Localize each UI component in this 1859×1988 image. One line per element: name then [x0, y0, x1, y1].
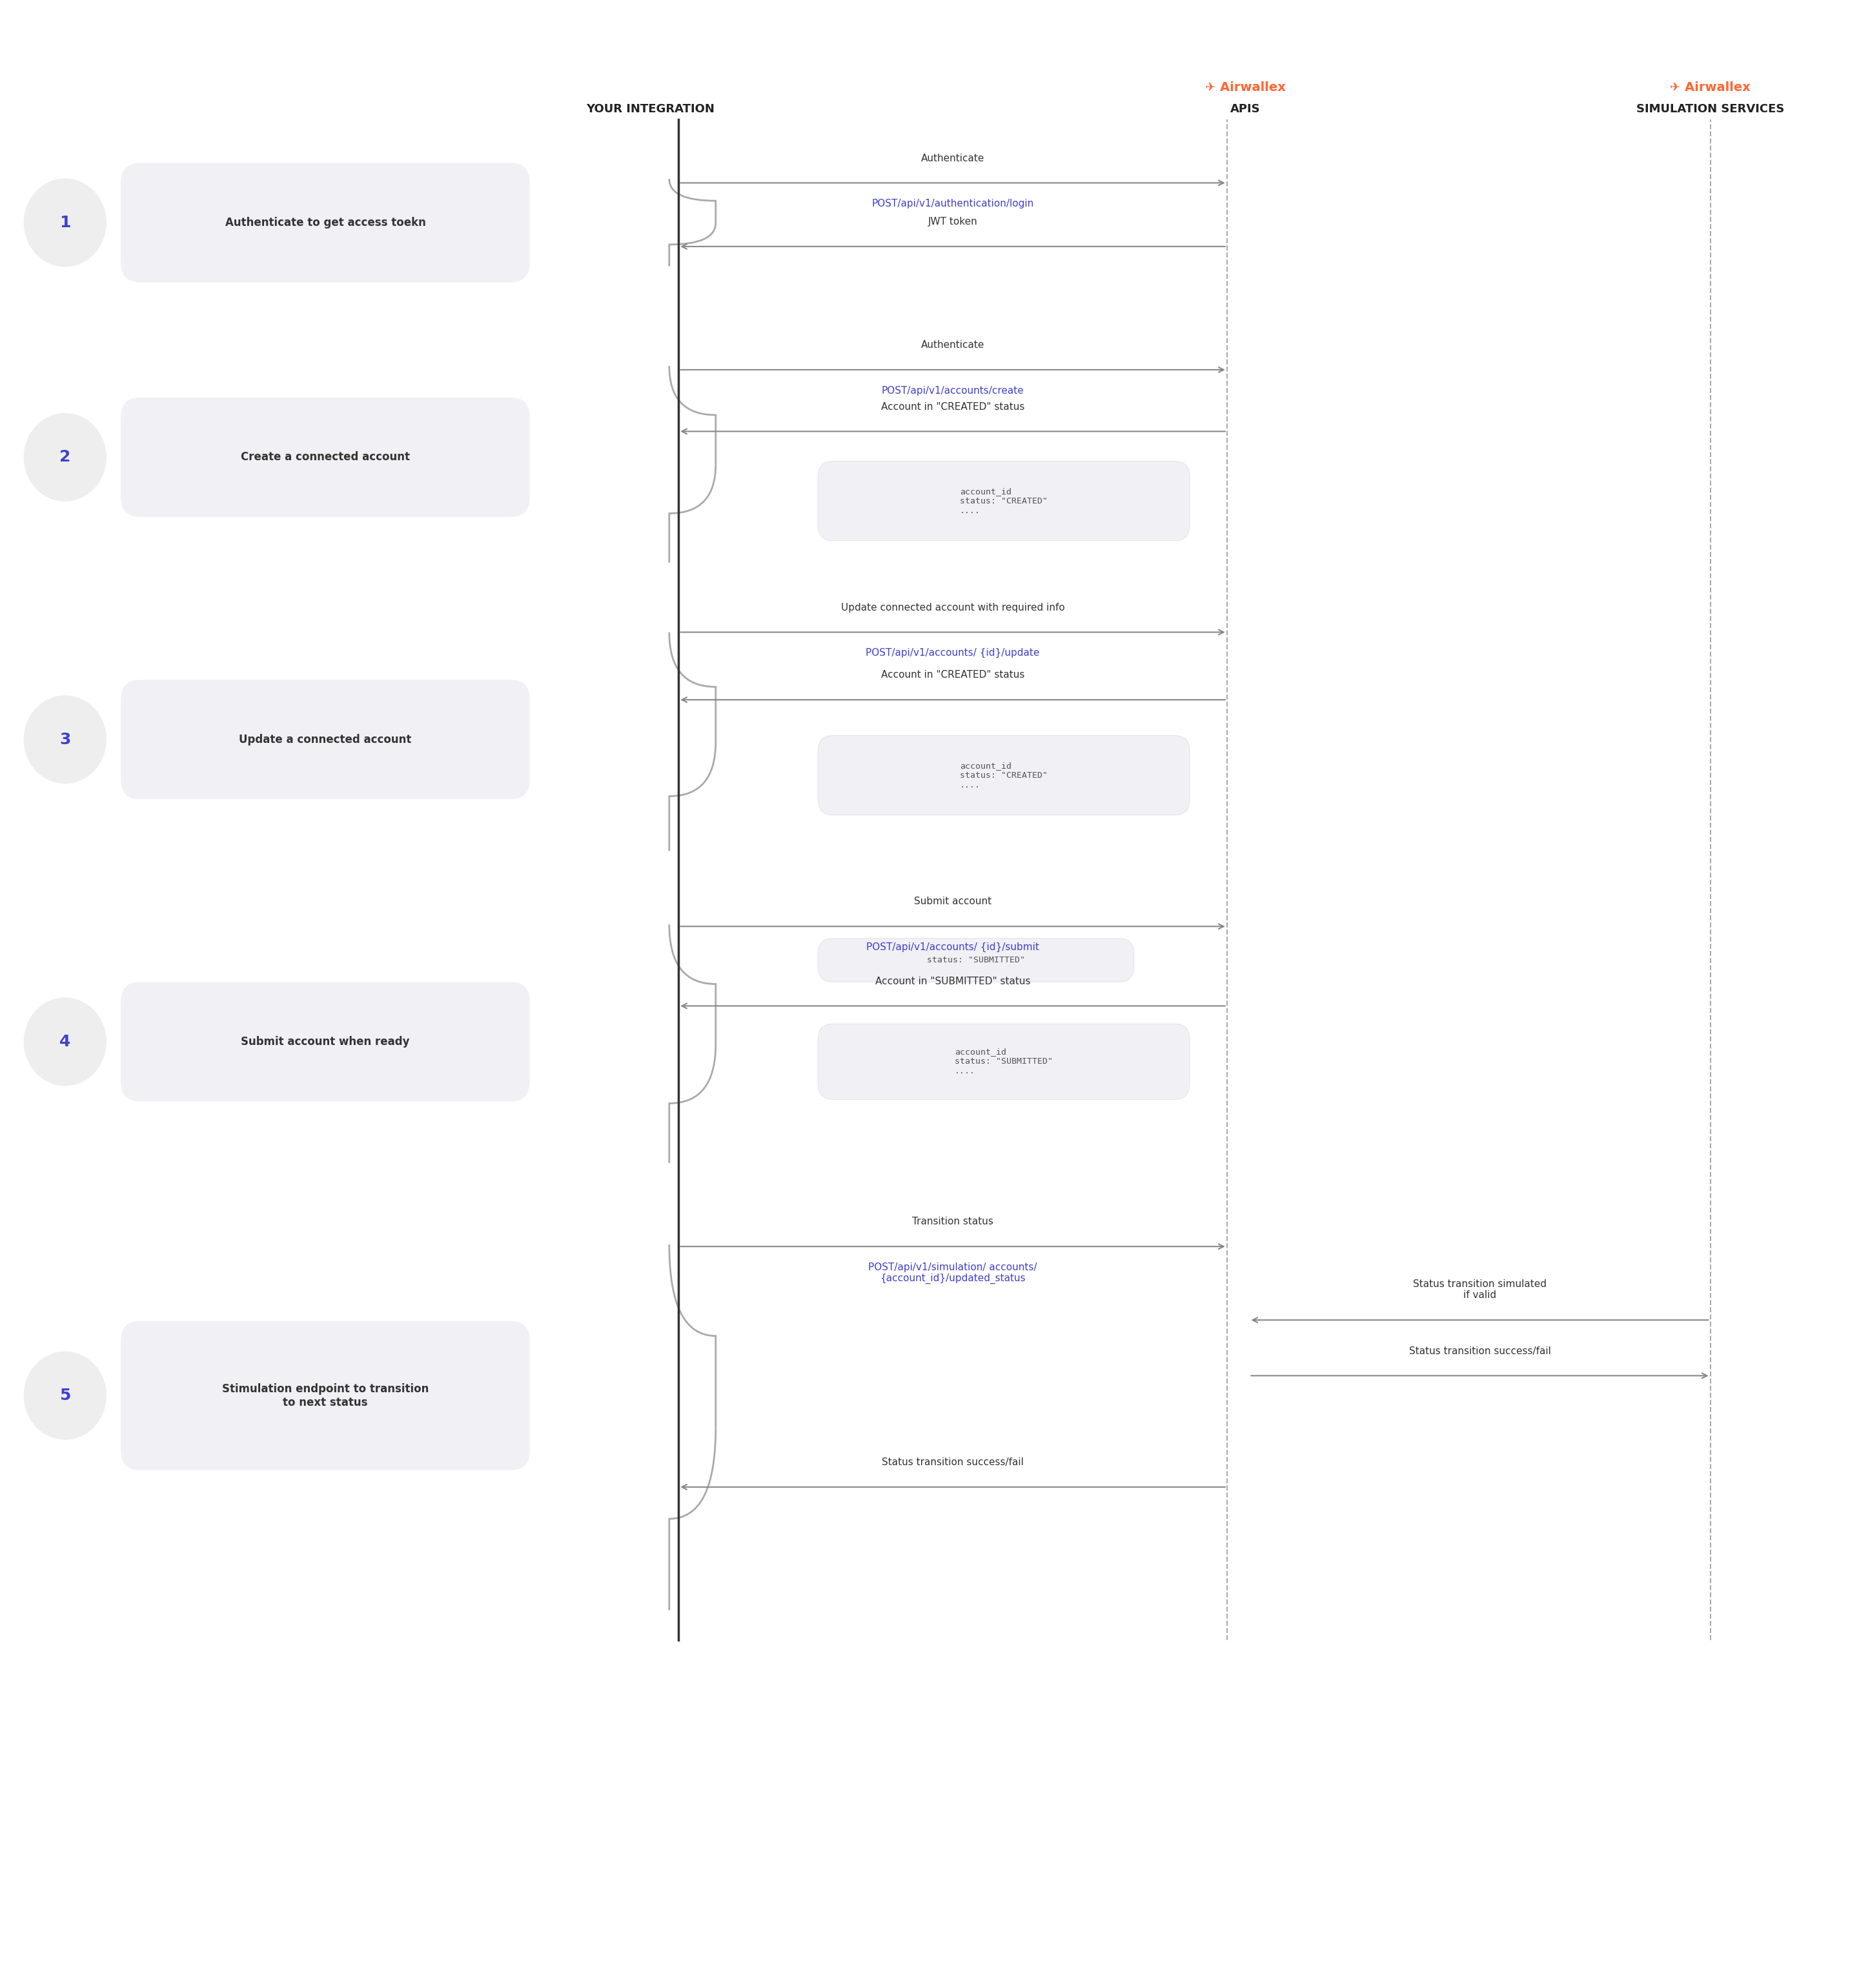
Text: Update connected account with required info: Update connected account with required i…: [840, 602, 1065, 612]
Text: Status transition simulated
if valid: Status transition simulated if valid: [1413, 1278, 1547, 1300]
FancyBboxPatch shape: [818, 736, 1190, 815]
Text: account_id
status: "CREATED"
....: account_id status: "CREATED" ....: [959, 761, 1048, 789]
Circle shape: [24, 179, 106, 266]
Text: POST/api/v1/accounts/ {id}/update: POST/api/v1/accounts/ {id}/update: [866, 648, 1039, 658]
Text: account_id
status: "SUBMITTED"
....: account_id status: "SUBMITTED" ....: [956, 1048, 1052, 1076]
Text: Authenticate to get access toekn: Authenticate to get access toekn: [225, 217, 426, 229]
Text: Authenticate: Authenticate: [920, 340, 985, 350]
FancyBboxPatch shape: [818, 1024, 1190, 1099]
Text: Create a connected account: Create a connected account: [242, 451, 409, 463]
Text: Status transition success/fail: Status transition success/fail: [881, 1457, 1024, 1467]
Text: YOUR INTEGRATION: YOUR INTEGRATION: [586, 103, 716, 115]
Text: POST/api/v1/accounts/ {id}/submit: POST/api/v1/accounts/ {id}/submit: [866, 942, 1039, 952]
Text: ✈ Airwallex: ✈ Airwallex: [1669, 82, 1751, 93]
Text: status: "SUBMITTED": status: "SUBMITTED": [928, 956, 1024, 964]
Text: account_id
status: "CREATED"
....: account_id status: "CREATED" ....: [959, 487, 1048, 515]
Text: Submit account: Submit account: [915, 897, 991, 907]
FancyBboxPatch shape: [121, 680, 530, 799]
Text: 5: 5: [59, 1388, 71, 1404]
FancyBboxPatch shape: [121, 398, 530, 517]
Text: Update a connected account: Update a connected account: [240, 734, 411, 746]
Text: Account in "CREATED" status: Account in "CREATED" status: [881, 670, 1024, 680]
Text: 2: 2: [59, 449, 71, 465]
Text: APIS: APIS: [1231, 103, 1260, 115]
Text: Transition status: Transition status: [913, 1217, 993, 1227]
Circle shape: [24, 998, 106, 1085]
Text: Status transition success/fail: Status transition success/fail: [1409, 1346, 1550, 1356]
Text: 4: 4: [59, 1034, 71, 1050]
Text: Account in "SUBMITTED" status: Account in "SUBMITTED" status: [876, 976, 1030, 986]
Circle shape: [24, 696, 106, 783]
Text: ✈ Airwallex: ✈ Airwallex: [1205, 82, 1286, 93]
FancyBboxPatch shape: [818, 461, 1190, 541]
FancyBboxPatch shape: [121, 982, 530, 1101]
Text: 3: 3: [59, 732, 71, 747]
Text: Stimulation endpoint to transition
to next status: Stimulation endpoint to transition to ne…: [221, 1384, 429, 1408]
Text: Authenticate: Authenticate: [920, 153, 985, 163]
FancyBboxPatch shape: [818, 938, 1134, 982]
Circle shape: [24, 1352, 106, 1439]
Circle shape: [24, 414, 106, 501]
Text: POST/api/v1/simulation/ accounts/
{account_id}/updated_status: POST/api/v1/simulation/ accounts/ {accou…: [868, 1262, 1037, 1284]
Text: Submit account when ready: Submit account when ready: [242, 1036, 409, 1048]
Text: Account in "CREATED" status: Account in "CREATED" status: [881, 402, 1024, 412]
Text: JWT token: JWT token: [928, 217, 978, 227]
Text: POST/api/v1/authentication/login: POST/api/v1/authentication/login: [872, 199, 1034, 209]
Text: SIMULATION SERVICES: SIMULATION SERVICES: [1636, 103, 1785, 115]
Text: POST/api/v1/accounts/create: POST/api/v1/accounts/create: [881, 386, 1024, 396]
Text: 1: 1: [59, 215, 71, 231]
FancyBboxPatch shape: [121, 1322, 530, 1471]
FancyBboxPatch shape: [121, 163, 530, 282]
